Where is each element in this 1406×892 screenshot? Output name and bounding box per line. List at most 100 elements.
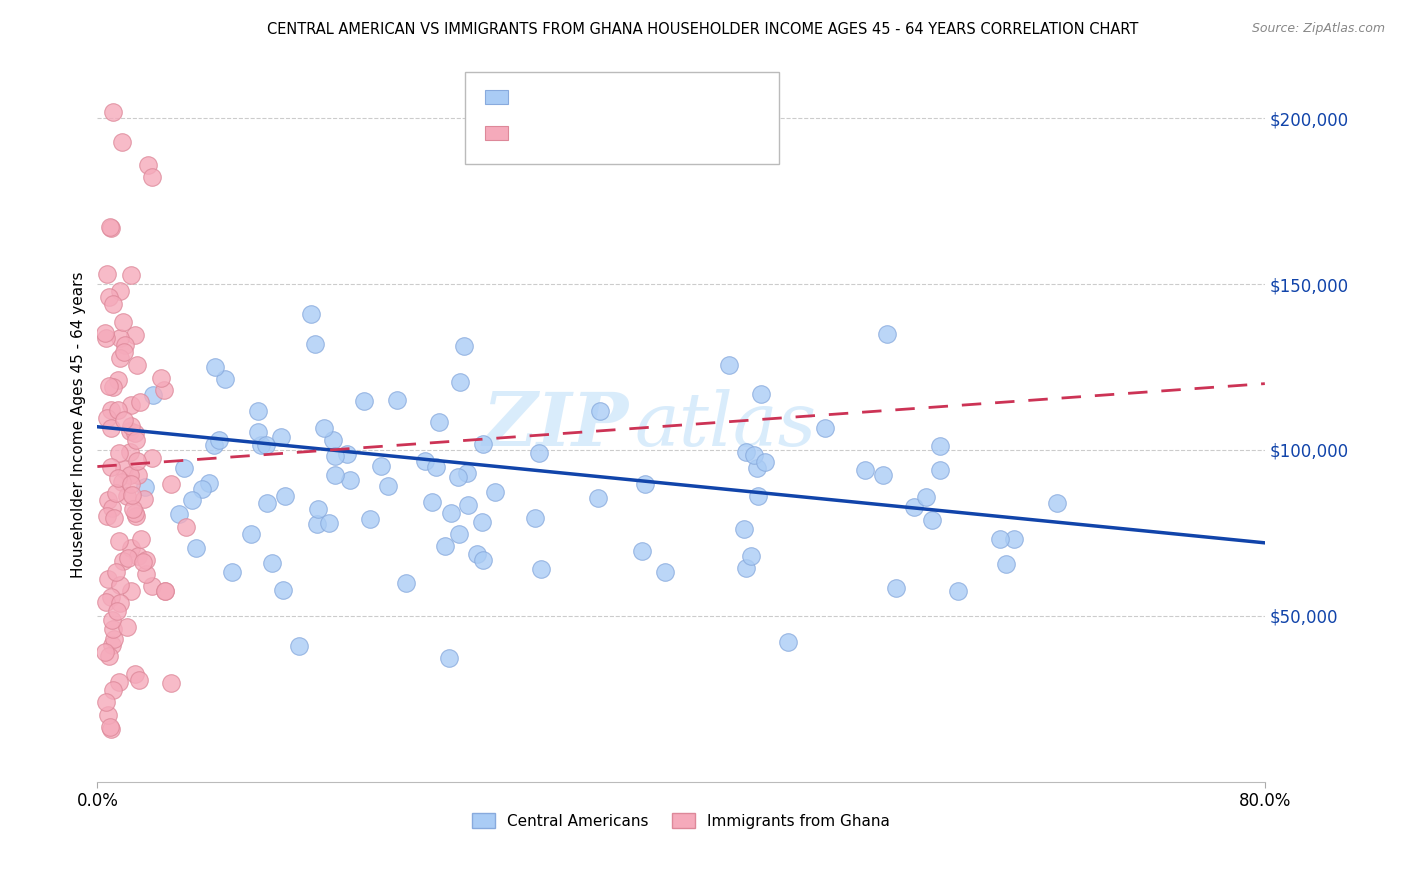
Point	[876, 327, 898, 342]
Point	[101, 500, 124, 515]
Point	[125, 509, 148, 524]
Point	[97, 572, 120, 586]
Point	[921, 512, 943, 526]
Point	[747, 489, 769, 503]
Point	[141, 579, 163, 593]
Point	[221, 565, 243, 579]
Point	[100, 722, 122, 736]
Point	[101, 683, 124, 698]
Point	[440, 506, 463, 520]
Point	[107, 674, 129, 689]
Point	[247, 425, 270, 440]
Point	[733, 522, 755, 536]
Point	[197, 475, 219, 490]
Point	[118, 445, 141, 459]
Point	[101, 297, 124, 311]
Point	[96, 267, 118, 281]
Point	[273, 582, 295, 597]
Text: 93: 93	[685, 90, 707, 104]
Point	[125, 358, 148, 372]
Point	[98, 290, 121, 304]
Point	[134, 480, 156, 494]
Point	[103, 104, 125, 119]
Point	[107, 471, 129, 485]
Point	[124, 426, 146, 441]
Point	[107, 402, 129, 417]
Point	[447, 527, 470, 541]
Point	[948, 584, 970, 599]
Point	[776, 635, 799, 649]
Point	[740, 549, 762, 563]
Point	[395, 576, 418, 591]
Point	[456, 466, 478, 480]
Point	[160, 476, 183, 491]
Point	[101, 622, 124, 636]
Point	[377, 479, 399, 493]
Point	[93, 645, 115, 659]
Point	[995, 557, 1018, 571]
Point	[318, 516, 340, 530]
Point	[108, 284, 131, 298]
Point	[287, 639, 309, 653]
Point	[425, 460, 447, 475]
Point	[100, 459, 122, 474]
Point	[107, 373, 129, 387]
Point	[420, 495, 443, 509]
Point	[928, 462, 950, 476]
Point	[141, 450, 163, 465]
Point	[108, 595, 131, 609]
Point	[204, 360, 226, 375]
Point	[98, 220, 121, 235]
Point	[427, 416, 450, 430]
Point	[742, 448, 765, 462]
Point	[153, 383, 176, 397]
Point	[246, 404, 269, 418]
Text: CENTRAL AMERICAN VS IMMIGRANTS FROM GHANA HOUSEHOLDER INCOME AGES 45 - 64 YEARS : CENTRAL AMERICAN VS IMMIGRANTS FROM GHAN…	[267, 22, 1139, 37]
Point	[472, 553, 495, 567]
Y-axis label: Householder Income Ages 45 - 64 years: Householder Income Ages 45 - 64 years	[72, 272, 86, 578]
Point	[120, 477, 142, 491]
Point	[121, 501, 143, 516]
Point	[94, 695, 117, 709]
Point	[100, 421, 122, 435]
Point	[105, 604, 128, 618]
Point	[184, 541, 207, 556]
Point	[120, 419, 142, 434]
Point	[872, 468, 894, 483]
Point	[101, 613, 124, 627]
Point	[132, 491, 155, 506]
Point	[114, 337, 136, 351]
Point	[160, 676, 183, 690]
Point	[100, 220, 122, 235]
Point	[131, 555, 153, 569]
Point	[111, 136, 134, 150]
Point	[124, 328, 146, 343]
Point	[304, 336, 326, 351]
Point	[467, 547, 489, 561]
Point	[453, 339, 475, 353]
Point	[914, 491, 936, 505]
Point	[256, 437, 278, 451]
Text: 0.013: 0.013	[564, 126, 614, 140]
Point	[127, 549, 149, 563]
Point	[359, 511, 381, 525]
Text: R =: R =	[519, 126, 554, 140]
Point	[97, 648, 120, 663]
Legend: Central Americans, Immigrants from Ghana: Central Americans, Immigrants from Ghana	[467, 806, 896, 835]
Point	[128, 673, 150, 687]
Point	[96, 411, 118, 425]
Point	[457, 498, 479, 512]
Point	[589, 404, 612, 418]
Point	[142, 387, 165, 401]
Point	[124, 506, 146, 520]
Point	[96, 595, 118, 609]
Point	[153, 583, 176, 598]
Point	[191, 482, 214, 496]
Point	[136, 158, 159, 172]
Point	[717, 359, 740, 373]
Point	[125, 433, 148, 447]
Point	[180, 492, 202, 507]
Point	[117, 489, 139, 503]
Point	[336, 447, 359, 461]
Point	[471, 516, 494, 530]
